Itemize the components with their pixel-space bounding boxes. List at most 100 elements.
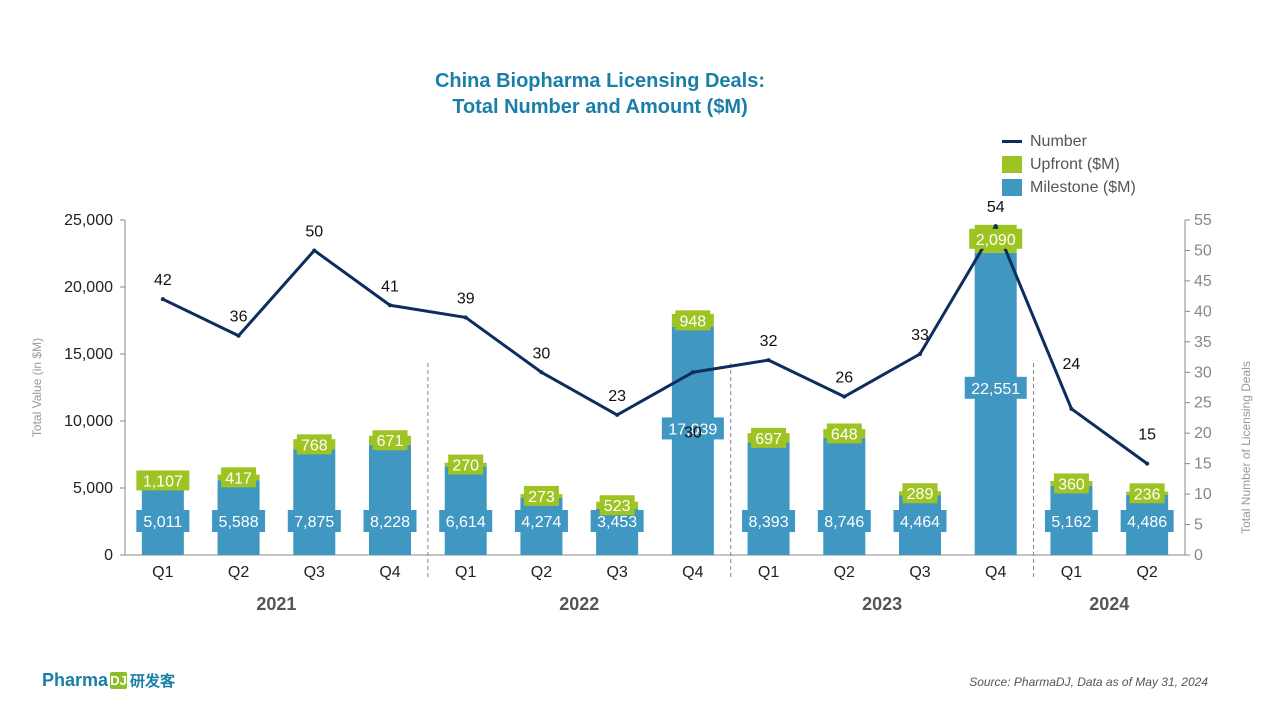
- chart-title-line1: China Biopharma Licensing Deals:: [434, 70, 766, 92]
- number-data-label: 41: [381, 278, 399, 295]
- upfront-label-bg: [136, 470, 190, 491]
- number-data-label: 24: [1063, 356, 1081, 373]
- upfront-data-label: 523: [604, 498, 631, 515]
- milestone-label-bg: [287, 510, 341, 532]
- number-data-label: 30: [533, 345, 551, 362]
- y-tick-label: 0: [104, 547, 113, 564]
- milestone-data-label: 6,614: [446, 514, 486, 531]
- legend-label-milestone: Milestone ($M): [1030, 178, 1136, 196]
- upfront-label-bg: [523, 485, 559, 506]
- number-data-label: 36: [230, 309, 248, 326]
- milestone-label-bg: [590, 510, 644, 532]
- y-tick-label: 25,000: [64, 212, 113, 229]
- legend: Number Upfront ($M) Milestone ($M): [1002, 130, 1136, 199]
- upfront-label-bg: [675, 310, 711, 331]
- y2-tick-label: 0: [1194, 547, 1203, 564]
- number-point: [766, 358, 771, 363]
- y2-tick-label: 15: [1194, 456, 1212, 473]
- milestone-data-label: 8,393: [749, 514, 789, 531]
- milestone-data-label: 22,551: [971, 381, 1020, 398]
- milestone-data-label: 4,464: [900, 514, 940, 531]
- upfront-data-label: 360: [1058, 476, 1085, 493]
- y2-tick-label: 10: [1194, 486, 1212, 503]
- upfront-label-bg: [1053, 473, 1089, 494]
- logo-cn-text: 研发客: [130, 673, 176, 690]
- legend-upfront-swatch: [1002, 156, 1022, 173]
- legend-label-upfront: Upfront ($M): [1030, 155, 1120, 173]
- number-data-label: 54: [987, 199, 1005, 216]
- pharmadj-logo: Pharma DJ 研发客: [42, 670, 175, 691]
- y-tick-label: 5,000: [73, 480, 113, 497]
- legend-item-number: Number: [1002, 130, 1136, 153]
- milestone-label-bg: [136, 510, 190, 532]
- year-label: 2024: [1089, 594, 1129, 614]
- milestone-data-label: 5,011: [143, 514, 182, 531]
- legend-label-number: Number: [1030, 132, 1087, 150]
- upfront-data-label: 273: [528, 489, 555, 506]
- source-note: Source: PharmaDJ, Data as of May 31, 202…: [969, 675, 1208, 689]
- milestone-label-bg: [661, 417, 724, 440]
- y-tick-label: 15,000: [64, 346, 113, 363]
- y2-tick-label: 20: [1194, 425, 1212, 442]
- y2-tick-label: 35: [1194, 334, 1212, 351]
- milestone-label-bg: [742, 510, 796, 532]
- milestone-label-bg: [363, 510, 417, 532]
- milestone-data-label: 5,162: [1051, 514, 1091, 531]
- number-point: [236, 333, 241, 338]
- upfront-data-label: 1,107: [143, 473, 183, 490]
- x-tick-label: Q3: [304, 564, 325, 581]
- year-label: 2023: [862, 594, 902, 614]
- x-tick-label: Q2: [834, 564, 855, 581]
- milestone-label-bg: [212, 510, 266, 532]
- chart-title-line2: Total Number and Amount ($M): [452, 96, 748, 118]
- milestone-data-label: 17,039: [668, 421, 717, 438]
- upfront-data-label: 2,090: [976, 232, 1016, 249]
- x-tick-label: Q2: [1136, 564, 1157, 581]
- milestone-label-bg: [514, 510, 568, 532]
- legend-line-swatch: [1002, 140, 1022, 143]
- number-point: [463, 315, 468, 320]
- number-point: [918, 352, 922, 356]
- number-data-label: 23: [608, 388, 626, 405]
- milestone-label-bg: [439, 510, 493, 532]
- milestone-bar: [293, 449, 336, 555]
- number-data-label: 50: [305, 223, 323, 240]
- y2-tick-label: 40: [1194, 303, 1212, 320]
- number-point: [160, 297, 165, 302]
- y2-tick-label: 5: [1194, 517, 1203, 534]
- x-tick-label: Q2: [228, 564, 249, 581]
- x-tick-label: Q2: [531, 564, 552, 581]
- y2-tick-label: 55: [1194, 212, 1212, 229]
- upfront-label-bg: [599, 495, 635, 516]
- number-point: [1069, 406, 1074, 411]
- legend-milestone-swatch: [1002, 179, 1022, 196]
- milestone-data-label: 5,588: [219, 514, 259, 531]
- number-point: [993, 224, 998, 229]
- milestone-data-label: 4,274: [521, 514, 561, 531]
- y2-axis-title: Total Number of Licensing Deals: [1239, 361, 1253, 534]
- milestone-data-label: 3,453: [597, 514, 637, 531]
- x-tick-label: Q1: [455, 564, 476, 581]
- y-tick-label: 20,000: [64, 279, 113, 296]
- x-tick-label: Q1: [1061, 564, 1082, 581]
- number-point: [312, 248, 317, 253]
- number-point: [539, 370, 544, 375]
- number-data-label: 33: [911, 327, 929, 344]
- x-tick-label: Q3: [606, 564, 627, 581]
- number-point: [388, 303, 392, 308]
- number-data-label: 15: [1138, 427, 1156, 444]
- upfront-data-label: 697: [755, 431, 782, 448]
- milestone-data-label: 4,486: [1127, 514, 1167, 531]
- upfront-label-bg: [826, 423, 862, 444]
- upfront-label-bg: [1129, 483, 1165, 504]
- upfront-label-bg: [372, 430, 408, 451]
- y2-tick-label: 50: [1194, 242, 1212, 259]
- milestone-label-bg: [817, 510, 871, 532]
- upfront-data-label: 671: [377, 433, 404, 450]
- year-label: 2022: [559, 594, 599, 614]
- milestone-data-label: 8,746: [824, 514, 864, 531]
- x-tick-label: Q4: [682, 564, 703, 581]
- number-point: [615, 412, 620, 417]
- milestone-data-label: 8,228: [370, 514, 410, 531]
